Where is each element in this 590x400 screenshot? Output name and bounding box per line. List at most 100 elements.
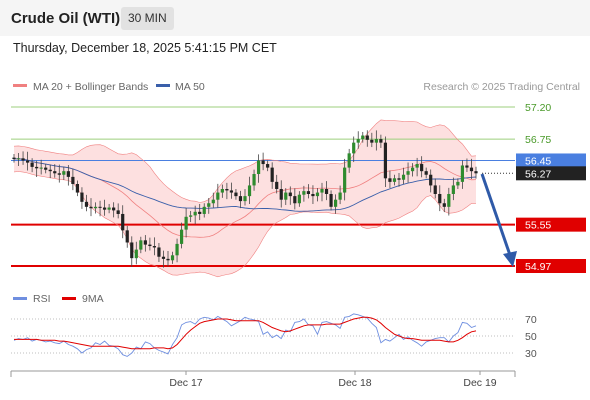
candle-body xyxy=(306,191,311,194)
candle-body xyxy=(39,167,43,169)
candle-body xyxy=(279,188,283,200)
candle-body xyxy=(429,174,433,186)
candle-body xyxy=(361,135,365,140)
candle-body xyxy=(365,135,369,140)
candle-body xyxy=(352,142,356,154)
candle-body xyxy=(270,167,274,182)
candle-body xyxy=(460,165,465,182)
candle-body xyxy=(66,171,70,177)
time-axis-label: Dec 18 xyxy=(338,377,371,389)
candle-body xyxy=(238,196,243,202)
candle-body xyxy=(143,240,147,245)
forecast-arrow-head xyxy=(503,251,517,267)
candle-body xyxy=(401,174,406,180)
candle-body xyxy=(415,164,419,168)
candle-body xyxy=(406,171,410,175)
candle-body xyxy=(220,188,224,193)
candle-body xyxy=(338,192,342,200)
candle-body xyxy=(383,142,388,179)
resistance-label: 57.20 xyxy=(525,102,551,114)
candle-body xyxy=(53,171,57,174)
rsi-legend-swatch xyxy=(13,297,27,300)
candle-body xyxy=(12,157,16,160)
candle-body xyxy=(320,188,324,193)
candle-body xyxy=(302,191,306,195)
candle-body xyxy=(80,192,84,202)
candle-body xyxy=(374,139,378,143)
candle-body xyxy=(329,193,333,207)
candle-body xyxy=(134,249,138,259)
time-axis-label: Dec 17 xyxy=(169,377,202,389)
candle-body xyxy=(93,206,98,209)
candle-body xyxy=(243,196,247,202)
credit-text: Research © 2025 Trading Central xyxy=(423,81,580,93)
candle-body xyxy=(315,192,320,197)
candle-body xyxy=(157,247,161,257)
rsi-ma-line xyxy=(14,316,477,350)
support-label-bg xyxy=(516,217,586,232)
candle-body xyxy=(71,176,75,185)
candle-body xyxy=(288,192,292,197)
candle-body xyxy=(293,196,297,204)
candle-body xyxy=(275,181,279,189)
candle-body xyxy=(225,188,229,191)
candle-body xyxy=(347,153,351,168)
candle-body xyxy=(202,206,206,214)
current-price-label-bg xyxy=(516,153,586,168)
candle-body xyxy=(234,192,238,197)
candle-body xyxy=(198,211,202,214)
candle-body xyxy=(148,244,152,247)
candle-body xyxy=(207,203,211,207)
ma9-legend-swatch xyxy=(62,297,76,300)
candle-body xyxy=(98,206,102,208)
candle-body xyxy=(184,216,188,230)
candle-body xyxy=(48,169,52,172)
candle-body xyxy=(166,258,170,261)
candle-body xyxy=(125,230,129,243)
support-label: 55.55 xyxy=(525,220,551,232)
bollinger-legend-label: MA 20 + Bollinger Bands xyxy=(33,81,148,93)
time-axis-labels: Dec 17 Dec 18 Dec 19 xyxy=(169,371,497,389)
candle-body xyxy=(442,203,446,207)
bollinger-legend-swatch xyxy=(13,84,27,87)
candle-body xyxy=(152,246,157,248)
candle-body xyxy=(107,207,111,210)
candle-body xyxy=(379,139,383,143)
rsi-legend-label: RSI xyxy=(33,293,51,305)
interval-button[interactable]: 30 MIN xyxy=(121,7,174,30)
candle-body xyxy=(343,167,347,193)
candle-body xyxy=(247,185,252,197)
candle-body xyxy=(424,171,428,175)
candle-body xyxy=(216,192,220,200)
last-price-label: 56.27 xyxy=(525,168,551,180)
candle-body xyxy=(75,184,80,193)
candle-body xyxy=(465,165,469,168)
ma50-legend-label: MA 50 xyxy=(175,81,205,93)
bollinger-upper-line xyxy=(13,119,477,203)
candle-body xyxy=(333,199,338,207)
candle-body xyxy=(44,167,48,170)
candle-body xyxy=(388,178,392,182)
candle-body xyxy=(139,240,143,250)
candle-body xyxy=(121,213,125,231)
candle-body xyxy=(57,173,61,175)
candle-body xyxy=(84,201,89,207)
candle-body xyxy=(474,171,478,174)
support-label: 54.97 xyxy=(525,261,551,273)
candle-body xyxy=(420,164,424,172)
support-label-bg xyxy=(516,259,586,273)
time-axis-label: Dec 19 xyxy=(463,377,496,389)
candle-body xyxy=(193,211,197,216)
ma9-legend-label: 9MA xyxy=(82,293,104,305)
candle-body xyxy=(16,158,21,160)
candle-body xyxy=(211,199,215,204)
candlesticks xyxy=(12,130,478,268)
candle-body xyxy=(410,167,415,172)
candle-body xyxy=(62,171,66,175)
candle-body xyxy=(112,207,116,211)
chart-header: Crude Oil (WTI) 30 MIN xyxy=(0,0,590,36)
candle-body xyxy=(447,193,451,207)
current-price-label: 56.45 xyxy=(525,155,551,167)
